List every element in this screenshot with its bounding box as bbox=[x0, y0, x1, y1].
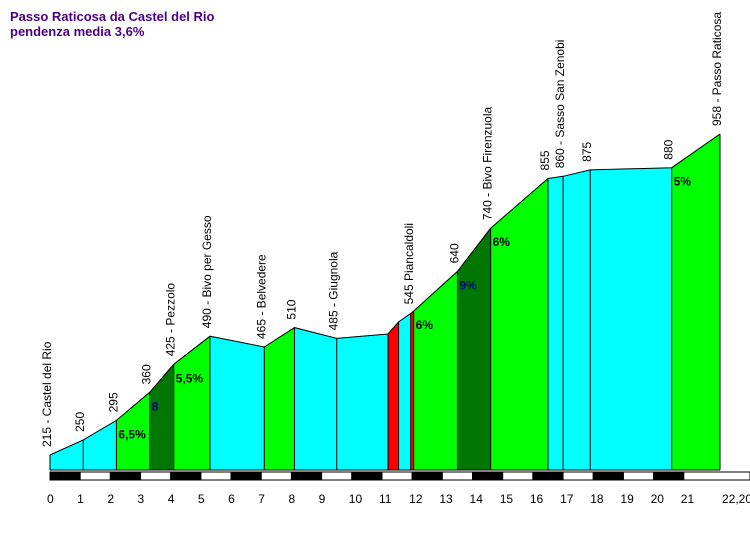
axis-band-5 bbox=[200, 471, 232, 481]
axis-band-16 bbox=[532, 471, 564, 481]
x-tick-label-1: 1 bbox=[77, 492, 84, 506]
x-tick-label-2: 2 bbox=[107, 492, 114, 506]
x-tick-label-20: 20 bbox=[651, 492, 665, 506]
altitude-label-4: 425 - Pezzolo bbox=[164, 283, 178, 357]
altitude-label-8: 485 - Giugnola bbox=[327, 251, 341, 330]
gradient-label-13: 9% bbox=[459, 278, 477, 292]
x-tick-label-15: 15 bbox=[500, 492, 514, 506]
axis-band-3 bbox=[140, 471, 172, 481]
profile-segment-12 bbox=[413, 271, 458, 470]
profile-segment-8 bbox=[336, 334, 388, 470]
altitude-label-11: 740 - Bivo Firenzuola bbox=[481, 106, 495, 220]
altitude-label-1: 250 bbox=[73, 412, 87, 432]
profile-segment-11 bbox=[410, 311, 414, 470]
axis-band-17 bbox=[562, 471, 594, 481]
altitude-label-5: 490 - Bivo per Gesso bbox=[200, 215, 214, 328]
altitude-label-3: 360 bbox=[140, 364, 154, 384]
x-tick-label-12: 12 bbox=[409, 492, 423, 506]
axis-band-9 bbox=[321, 471, 353, 481]
axis-band-2 bbox=[109, 471, 142, 481]
profile-segment-5 bbox=[210, 336, 265, 470]
altitude-label-13: 860 - Sasso San Zenobi bbox=[553, 40, 567, 169]
profile-segment-0 bbox=[50, 439, 84, 470]
axis-band-8 bbox=[290, 471, 323, 481]
gradient-label-14: 6% bbox=[493, 235, 511, 249]
axis-band-19 bbox=[622, 471, 655, 481]
altitude-label-10: 640 bbox=[447, 243, 461, 263]
x-tick-label-6: 6 bbox=[228, 492, 235, 506]
profile-segment-10 bbox=[398, 313, 411, 470]
chart-subtitle: pendenza media 3,6% bbox=[10, 24, 145, 39]
altitude-annotations: 215 - Castel del Rio 250 295 360 425 - Pezzo… bbox=[40, 12, 724, 447]
chart-title: Passo Raticosa da Castel del Rio bbox=[10, 9, 215, 24]
axis-band-20 bbox=[653, 471, 685, 481]
axis-band-7 bbox=[260, 471, 292, 481]
profile-segment-15 bbox=[548, 176, 564, 471]
profile-area bbox=[50, 134, 720, 471]
gradient-label-18: 5% bbox=[674, 175, 692, 189]
x-tick-label-7: 7 bbox=[258, 492, 265, 506]
gradient-labels: 6,5% 8 5,5% 6% 9% 6% 5% bbox=[118, 175, 691, 442]
axis-band-4 bbox=[170, 471, 202, 481]
gradient-label-4: 5,5% bbox=[176, 371, 204, 385]
x-tick-label-10: 10 bbox=[349, 492, 363, 506]
profile-segment-14 bbox=[490, 178, 548, 470]
profile-segment-4 bbox=[173, 336, 210, 470]
x-tick-label-5: 5 bbox=[198, 492, 205, 506]
x-tick-label-11: 11 bbox=[379, 492, 392, 506]
altitude-label-0: 215 - Castel del Rio bbox=[40, 341, 54, 447]
x-tick-label-22: 22,20 bbox=[722, 492, 750, 506]
x-tick-label-16: 16 bbox=[530, 492, 544, 506]
profile-segment-13 bbox=[457, 228, 491, 470]
profile-segment-9 bbox=[388, 321, 399, 470]
gradient-label-2: 6,5% bbox=[118, 427, 146, 441]
altitude-label-9: 545 Piancaldoli bbox=[402, 223, 416, 304]
profile-segment-3 bbox=[149, 364, 174, 470]
altitude-label-14: 875 bbox=[580, 142, 594, 162]
x-tick-label-17: 17 bbox=[560, 492, 574, 506]
profile-segment-16 bbox=[563, 169, 591, 470]
altitude-label-2: 295 bbox=[106, 392, 120, 412]
chart-title-block: Passo Raticosa da Castel del Rio pendenz… bbox=[10, 9, 214, 39]
altitude-label-6: 465 - Belvedere bbox=[254, 254, 268, 339]
gradient-label-3: 8 bbox=[152, 399, 159, 413]
axis-band-14 bbox=[472, 471, 504, 481]
x-tick-label-21: 21 bbox=[681, 492, 695, 506]
profile-segment-17 bbox=[590, 167, 672, 470]
profile-segment-18 bbox=[671, 134, 720, 470]
axis-band-10 bbox=[351, 471, 383, 481]
axis-band-11 bbox=[381, 471, 413, 481]
x-tick-label-8: 8 bbox=[288, 492, 295, 506]
axis-band-21 bbox=[683, 471, 750, 481]
x-tick-label-0: 0 bbox=[47, 492, 54, 506]
profile-segment-6 bbox=[264, 327, 295, 470]
profile-segment-1 bbox=[83, 420, 117, 470]
axis-band-1 bbox=[79, 471, 111, 481]
axis-band-15 bbox=[502, 471, 534, 481]
axis-band-0 bbox=[49, 471, 81, 481]
x-tick-label-18: 18 bbox=[590, 492, 604, 506]
profile-segment-2 bbox=[116, 392, 150, 470]
altitude-label-15: 880 bbox=[662, 139, 676, 159]
distance-axis: 0 1 2 3 4 5 6 7 8 9 10 11 12 13 14 15 16 17 18 19 20 21 22,20 bbox=[47, 471, 750, 506]
profile-segment-7 bbox=[294, 327, 337, 470]
gradient-label-12: 6% bbox=[416, 318, 434, 332]
x-tick-label-4: 4 bbox=[168, 492, 175, 506]
altitude-label-16: 958 - Passo Raticosa bbox=[710, 12, 724, 126]
axis-band-12 bbox=[411, 471, 443, 481]
altitude-label-7: 510 bbox=[285, 299, 299, 319]
x-tick-label-3: 3 bbox=[138, 492, 145, 506]
x-tick-label-14: 14 bbox=[470, 492, 484, 506]
x-tick-label-9: 9 bbox=[319, 492, 326, 506]
segment-dividers bbox=[49, 133, 721, 471]
x-tick-label-19: 19 bbox=[620, 492, 634, 506]
axis-band-18 bbox=[592, 471, 624, 481]
axis-band-13 bbox=[441, 471, 474, 481]
altitude-label-12: 855 bbox=[538, 150, 552, 170]
x-tick-label-13: 13 bbox=[439, 492, 453, 506]
axis-band-6 bbox=[230, 471, 262, 481]
